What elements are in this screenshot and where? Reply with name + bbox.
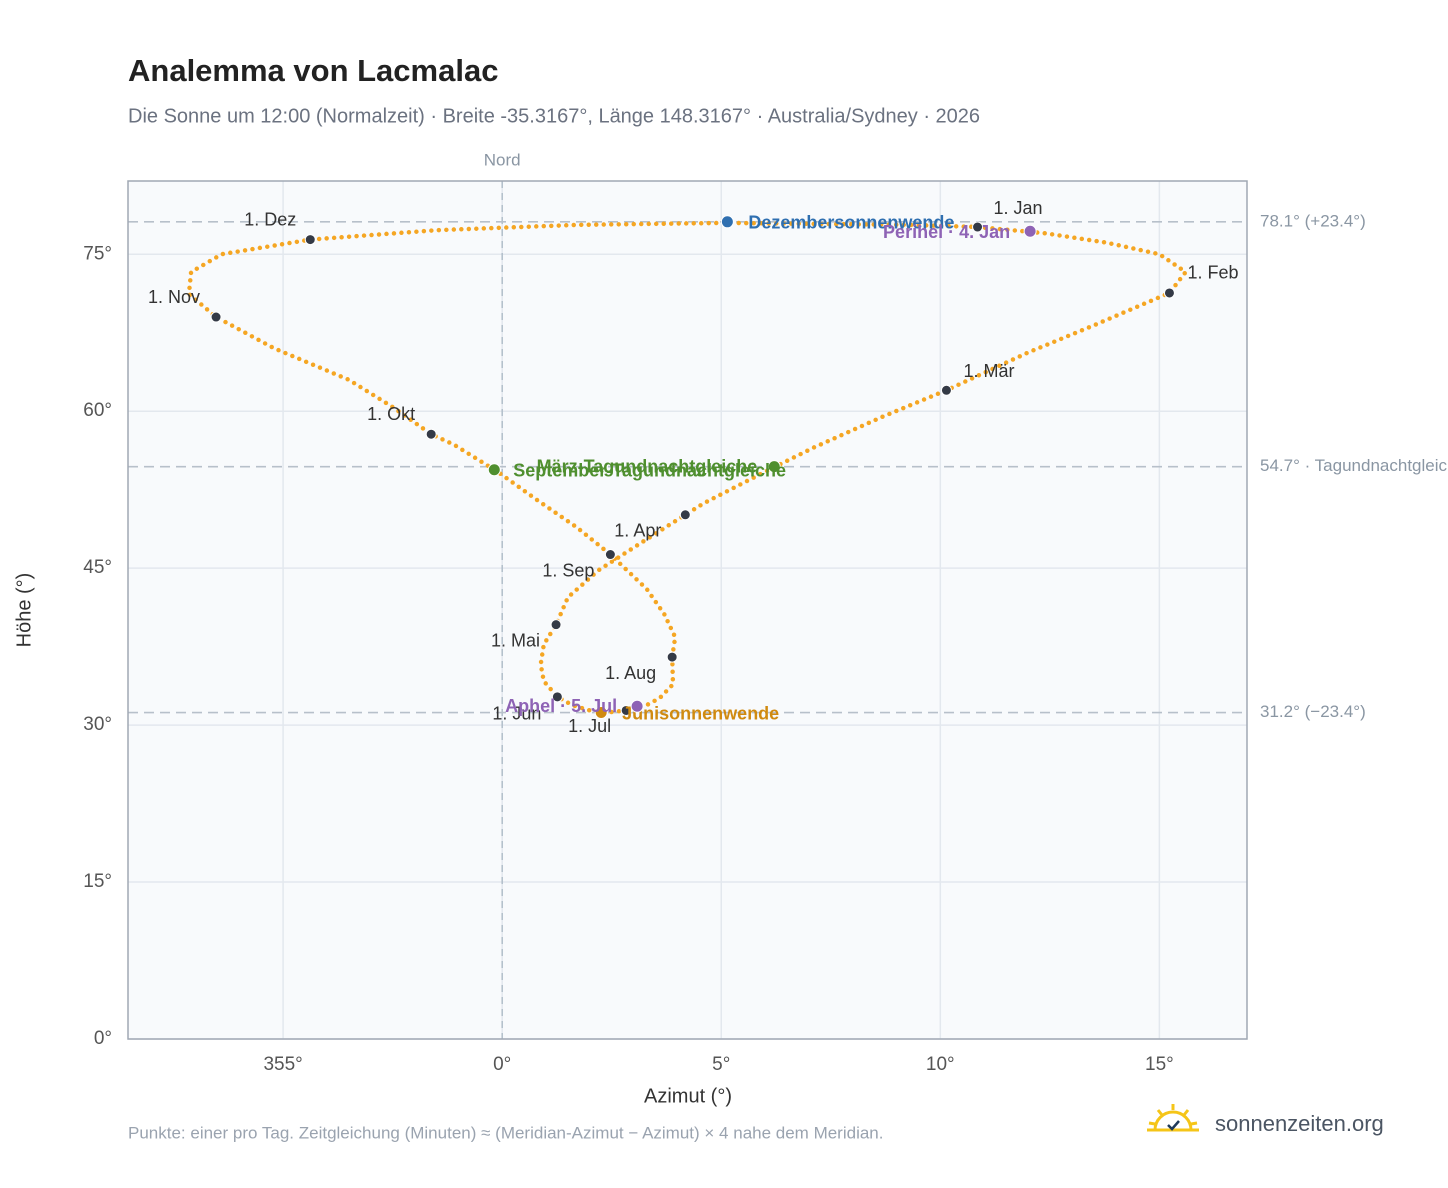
month-label: 1. Jan <box>994 198 1043 218</box>
month-marker <box>620 704 632 716</box>
month-label: 1. Mai <box>491 630 540 650</box>
month-label: 1. Apr <box>614 521 661 541</box>
x-axis-title: Azimut (°) <box>644 1085 732 1107</box>
month-label: 1. Aug <box>605 663 656 683</box>
reference-label: 31.2° (−23.4°) <box>1260 702 1366 721</box>
month-marker <box>425 428 437 440</box>
month-marker <box>679 509 691 521</box>
reference-label: 54.7° · Tagundnachtgleiche <box>1260 456 1448 475</box>
event-marker <box>487 463 501 477</box>
month-marker <box>210 311 222 323</box>
month-label: 1. Jun <box>492 704 541 724</box>
month-marker <box>666 651 678 663</box>
brand: sonnenzeiten.org <box>1215 1111 1384 1136</box>
event-marker <box>630 699 644 713</box>
x-tick-label: 5° <box>712 1054 730 1075</box>
month-label: 1. Okt <box>367 404 415 424</box>
month-marker <box>551 691 563 703</box>
event-label: Perihel · 4. Jan <box>883 222 1010 242</box>
plot-area <box>128 181 1247 1039</box>
month-marker <box>940 384 952 396</box>
event-marker <box>594 706 608 720</box>
y-tick-label: 45° <box>83 557 112 578</box>
event-label: Junisonnenwende <box>622 703 779 723</box>
x-tick-label: 15° <box>1145 1054 1174 1075</box>
y-tick-label: 0° <box>94 1028 112 1049</box>
event-label: März-Tagundnachtgleiche <box>537 456 758 476</box>
north-label: Nord <box>484 150 521 169</box>
month-marker <box>604 549 616 561</box>
month-label: 1. Sep <box>542 560 594 580</box>
y-tick-label: 30° <box>83 714 112 735</box>
month-label: 1. Feb <box>1187 263 1238 283</box>
y-tick-label: 15° <box>83 871 112 892</box>
plot-border <box>127 180 1248 1040</box>
event-label: Aphel · 5. Jul <box>505 696 617 716</box>
chart-subtitle: Die Sonne um 12:00 (Normalzeit) · Breite… <box>128 105 980 127</box>
y-tick-label: 75° <box>83 243 112 264</box>
y-axis-title: Höhe (°) <box>13 573 35 648</box>
month-label: 1. Jul <box>568 716 611 736</box>
event-marker <box>767 460 781 474</box>
footnote: Punkte: einer pro Tag. Zeitgleichung (Mi… <box>128 1123 884 1142</box>
x-tick-label: 0° <box>493 1054 511 1075</box>
month-marker <box>304 234 316 246</box>
month-label: 1. Nov <box>148 287 200 307</box>
event-marker <box>720 215 734 229</box>
x-tick-label: 355° <box>263 1054 302 1075</box>
brand-logo <box>1147 1104 1199 1132</box>
month-label: 1. Mär <box>963 361 1014 381</box>
chart-title: Analemma von Lacmalac <box>128 53 498 88</box>
x-tick-label: 10° <box>926 1054 955 1075</box>
month-label: 1. Dez <box>244 209 296 229</box>
event-label: Dezembersonnenwende <box>748 213 954 233</box>
y-tick-label: 60° <box>83 400 112 421</box>
month-marker <box>972 221 984 233</box>
event-label: September-Tagundnachtgleiche <box>513 461 786 481</box>
reference-label: 78.1° (+23.4°) <box>1260 211 1366 230</box>
event-marker <box>1023 224 1037 238</box>
month-marker <box>550 619 562 631</box>
month-marker <box>1163 287 1175 299</box>
